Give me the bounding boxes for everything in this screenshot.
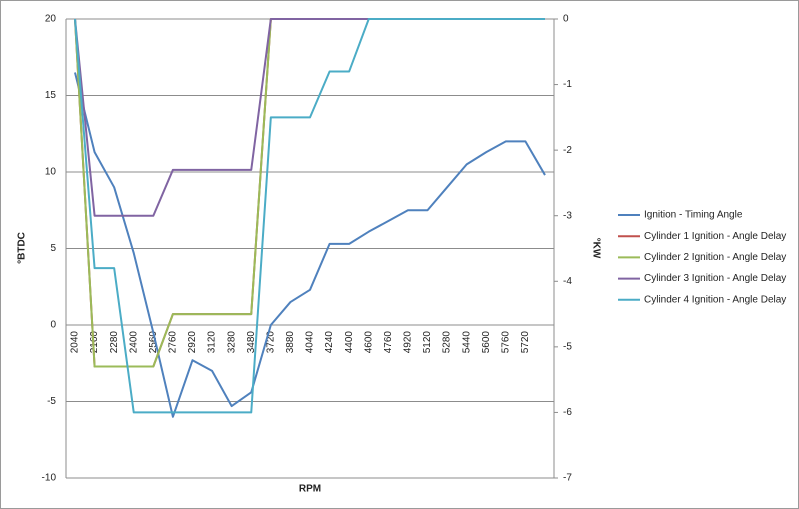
x-tick-label: 2560 [148, 331, 159, 354]
x-tick-label: 4240 [324, 331, 335, 354]
x-tick-label: 5120 [422, 331, 433, 354]
y2-tick-label: -2 [563, 145, 572, 156]
x-tick-label: 4920 [403, 331, 414, 354]
y2-tick-label: -4 [563, 276, 572, 287]
x-tick-label: 5600 [481, 331, 492, 354]
x-tick-label: 2160 [89, 331, 100, 354]
x-tick-label: 4760 [383, 331, 394, 354]
y-tick-label: -5 [47, 396, 56, 407]
y-tick-label: 15 [45, 90, 57, 101]
x-tick-label: 5440 [461, 331, 472, 354]
x-axis-title: RPM [299, 484, 321, 495]
legend-label: Cylinder 2 Ignition - Angle Delay [644, 252, 786, 263]
y2-tick-label: -3 [563, 210, 572, 221]
x-tick-label: 5720 [520, 331, 531, 354]
legend-label: Cylinder 3 Ignition - Angle Delay [644, 273, 786, 284]
x-tick-label: 3880 [285, 331, 296, 354]
y2-axis-title: °KW [590, 238, 601, 259]
x-tick-label: 2040 [70, 331, 81, 354]
y2-tick-label: 0 [563, 14, 569, 25]
series-line [74, 18, 545, 414]
x-tick-label: 2280 [109, 331, 120, 354]
legend-label: Cylinder 4 Ignition - Angle Delay [644, 294, 786, 305]
x-tick-label: 4600 [363, 331, 374, 354]
y2-tick-label: -7 [563, 473, 572, 484]
x-tick-label: 2920 [187, 331, 198, 354]
y-tick-label: 5 [50, 243, 56, 254]
y-tick-label: -10 [42, 473, 57, 484]
y2-tick-label: -6 [563, 407, 572, 418]
series-line [74, 72, 546, 418]
y-tick-label: 0 [50, 320, 56, 331]
x-tick-label: 3480 [246, 331, 257, 354]
x-tick-label: 4400 [344, 331, 355, 354]
y-axis-title: °BTDC [17, 232, 28, 264]
x-tick-label: 3720 [265, 331, 276, 354]
x-tick-label: 3280 [226, 331, 237, 354]
y-tick-label: 10 [45, 167, 57, 178]
y-tick-label: 20 [45, 14, 57, 25]
y2-tick-label: -1 [563, 79, 572, 90]
y2-tick-label: -5 [563, 341, 572, 352]
legend-label: Ignition - Timing Angle [644, 210, 743, 221]
x-tick-label: 2760 [168, 331, 179, 354]
x-tick-label: 4040 [305, 331, 316, 354]
x-tick-label: 2400 [128, 331, 139, 354]
x-tick-label: 5760 [500, 331, 511, 354]
x-tick-label: 3120 [207, 331, 218, 354]
x-tick-label: 5280 [442, 331, 453, 354]
legend-label: Cylinder 1 Ignition - Angle Delay [644, 231, 786, 242]
